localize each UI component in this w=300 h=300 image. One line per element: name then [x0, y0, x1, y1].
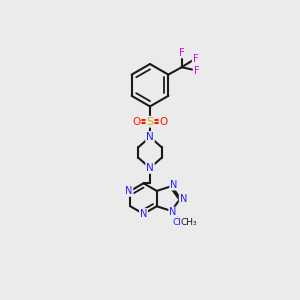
Text: O: O: [159, 117, 168, 127]
Text: N: N: [170, 180, 177, 190]
Text: CH₃: CH₃: [181, 218, 197, 227]
Text: N: N: [146, 163, 154, 173]
Text: F: F: [179, 47, 184, 58]
Text: S: S: [146, 117, 154, 127]
Text: N: N: [140, 209, 147, 219]
Text: F: F: [194, 66, 199, 76]
Text: F: F: [193, 54, 198, 64]
Text: N: N: [169, 207, 176, 218]
Text: O: O: [132, 117, 141, 127]
Text: N: N: [146, 132, 154, 142]
Text: N: N: [125, 186, 133, 196]
Text: CH₃: CH₃: [172, 218, 189, 227]
Text: N: N: [180, 194, 187, 204]
